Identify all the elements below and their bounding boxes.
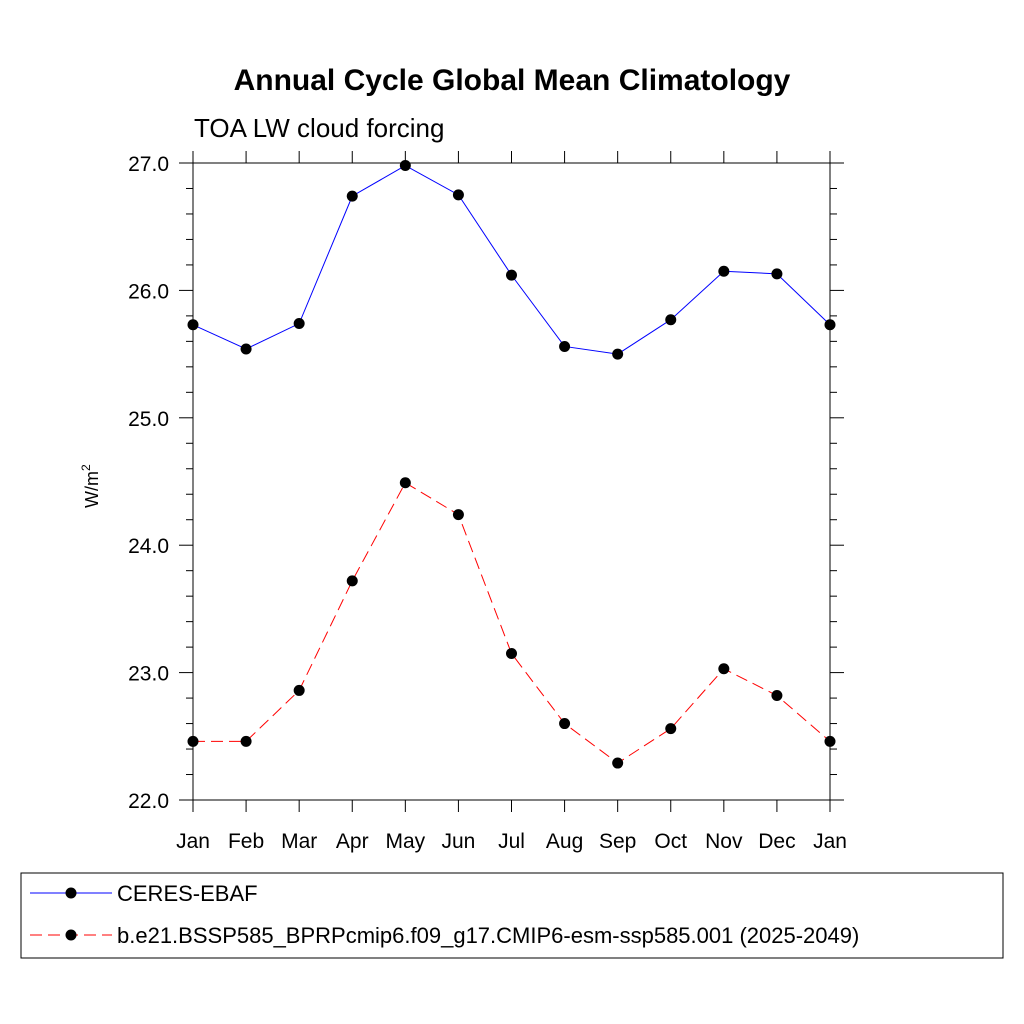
- plot-border: [192, 162, 831, 801]
- data-point: [293, 684, 305, 696]
- data-point: [240, 343, 252, 355]
- series-2: [187, 477, 836, 769]
- data-point: [559, 718, 571, 730]
- x-tick-label: May: [385, 830, 425, 853]
- x-tick-label: Aug: [546, 830, 583, 853]
- x-tick-label: Jun: [441, 830, 475, 853]
- legend-marker: [65, 887, 77, 899]
- data-point: [346, 190, 358, 202]
- data-point: [665, 723, 677, 735]
- y-tick-label: 27.0: [128, 153, 169, 176]
- series-line: [193, 482, 831, 764]
- legend-marker: [65, 929, 77, 941]
- x-tick-label: Jan: [176, 830, 210, 853]
- plot-frame: [192, 162, 831, 801]
- data-point: [771, 268, 783, 280]
- data-point: [612, 348, 624, 360]
- y-axis-label-superscript: 2: [79, 464, 93, 471]
- legend: CERES-EBAF b.e21.BSSP585_BPRPcmip6.f09_g1…: [20, 872, 1004, 959]
- series-line: [192, 164, 831, 355]
- x-tick-label: Dec: [758, 830, 795, 853]
- svg-text:W/m2: W/m2: [79, 464, 102, 508]
- data-point: [293, 318, 305, 330]
- y-tick-label: 24.0: [128, 535, 169, 558]
- data-point: [824, 319, 836, 331]
- x-tick-label: Nov: [705, 830, 743, 853]
- data-point: [506, 647, 517, 659]
- x-tick-label: Mar: [281, 830, 317, 853]
- data-point: [346, 575, 358, 587]
- x-tick-label: Feb: [228, 830, 264, 853]
- legend-label: b.e21.BSSP585_BPRPcmip6.f09_g17.CMIP6-es…: [117, 923, 859, 948]
- data-point: [399, 477, 411, 489]
- axis-tick-labels: Jan Feb Mar Apr May Jun Jul Aug Sep Oct Nov Dec Jan 2…: [128, 153, 847, 853]
- y-tick-label: 25.0: [128, 408, 169, 431]
- y-tick-label: 26.0: [128, 280, 169, 303]
- chart-title: Annual Cycle Global Mean Climatology: [234, 64, 791, 97]
- legend-item-2: b.e21.BSSP585_BPRPcmip6.f09_g17.CMIP6-es…: [30, 923, 859, 948]
- x-tick-label: Sep: [599, 830, 636, 853]
- y-axis-label: W/m2: [79, 464, 102, 508]
- series-layer: [187, 160, 836, 769]
- y-tick-label: 23.0: [128, 663, 169, 686]
- chart-subtitle: TOA LW cloud forcing: [194, 113, 444, 143]
- y-tick-label: 22.0: [128, 790, 169, 813]
- data-point: [240, 735, 252, 747]
- data-point: [771, 690, 783, 702]
- legend-box: [20, 872, 1004, 959]
- axis-ticks: [179, 151, 844, 812]
- x-tick-label: Jan: [813, 830, 847, 853]
- data-point: [559, 340, 571, 352]
- data-point: [187, 319, 199, 331]
- data-point: [612, 757, 624, 769]
- x-tick-label: Jul: [498, 830, 525, 853]
- data-point: [718, 265, 730, 277]
- data-point: [452, 509, 464, 521]
- y-axis-label-main: W/m: [82, 471, 102, 508]
- legend-item-1: CERES-EBAF: [30, 881, 258, 906]
- legend-label: CERES-EBAF: [117, 881, 258, 906]
- data-point: [665, 314, 677, 326]
- data-point: [824, 735, 836, 747]
- x-tick-label: Apr: [336, 830, 369, 853]
- series-1: [187, 160, 836, 360]
- data-point: [506, 269, 517, 281]
- x-tick-label: Oct: [654, 830, 687, 853]
- data-point: [187, 735, 199, 747]
- data-point: [718, 663, 730, 675]
- data-point: [452, 189, 464, 201]
- data-point: [399, 160, 411, 172]
